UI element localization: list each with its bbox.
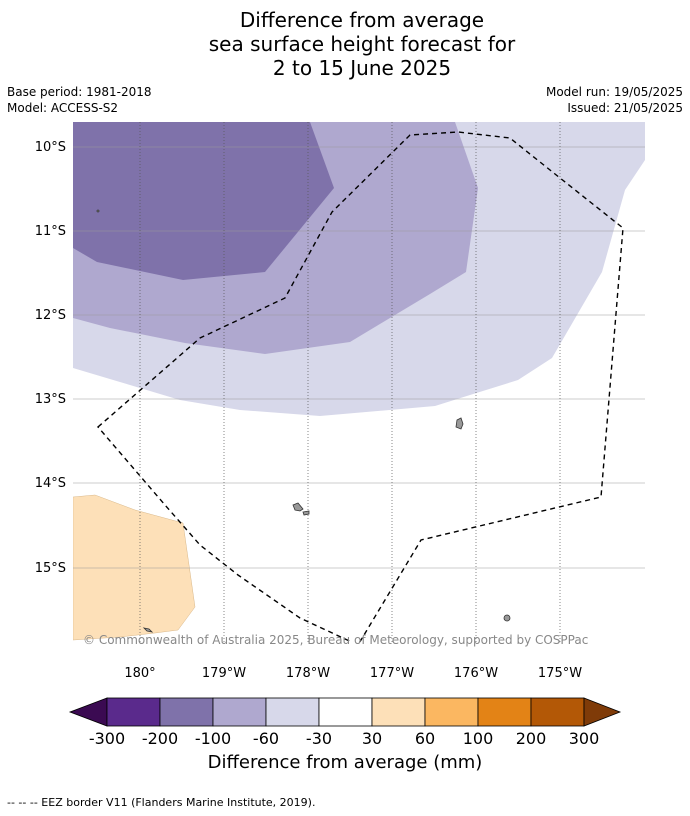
colorbar-swatch: [530, 697, 585, 727]
colorbar-tick: 100: [463, 729, 494, 748]
lon-label: 176°W: [454, 666, 498, 681]
map-title: Difference from average sea surface heig…: [0, 8, 690, 80]
model-name: Model: ACCESS-S2: [7, 101, 119, 115]
meta-left: Base period: 1981-2018 Model: ACCESS-S2: [7, 84, 152, 116]
colorbar-tick: -200: [142, 729, 178, 748]
map-area: [73, 122, 645, 642]
colorbar-tick: 30: [362, 729, 382, 748]
colorbar: [68, 697, 622, 727]
anomaly-region-p30-60: [73, 494, 196, 641]
latitude-gridlines: [73, 146, 645, 569]
lon-label: 179°W: [202, 666, 246, 681]
lat-label: 14°S: [35, 476, 66, 491]
lat-label: 12°S: [35, 308, 66, 323]
issued-date: Issued: 21/05/2025: [567, 101, 683, 115]
colorbar-title: Difference from average (mm): [207, 752, 483, 773]
lat-label: 13°S: [35, 392, 66, 407]
colorbar-swatch: [106, 697, 161, 727]
colorbar-extend-low: [68, 697, 108, 727]
lon-label: 175°W: [538, 666, 582, 681]
island-southwest: [142, 627, 154, 633]
colorbar-tick: -30: [306, 729, 332, 748]
colorbar-tick: -300: [89, 729, 125, 748]
island-alofi: [302, 510, 310, 516]
colorbar-tick: 200: [516, 729, 547, 748]
copyright-notice: © Commonwealth of Australia 2025, Bureau…: [83, 633, 589, 647]
island-small: [96, 209, 100, 213]
colorbar-swatch: [371, 697, 426, 727]
colorbar-swatch: [318, 697, 373, 727]
colorbar-tick: 60: [415, 729, 435, 748]
lat-label: 10°S: [35, 140, 66, 155]
colorbar-tick: -100: [195, 729, 231, 748]
meta-right: Model run: 19/05/2025 Issued: 21/05/2025: [546, 84, 683, 116]
lon-label: 177°W: [370, 666, 414, 681]
island-wallis: [455, 417, 464, 430]
lon-label: 180°: [124, 666, 155, 681]
colorbar-swatch: [265, 697, 320, 727]
colorbar-swatch: [477, 697, 532, 727]
colorbar-extend-high: [583, 697, 622, 727]
anomaly-region-n100-200: [73, 122, 334, 280]
island-south: [503, 614, 511, 622]
lat-label: 15°S: [35, 561, 66, 576]
islands: [96, 209, 511, 633]
colorbar-tick: -60: [253, 729, 279, 748]
colorbar-tick: 300: [569, 729, 600, 748]
lon-label: 178°W: [286, 666, 330, 681]
colorbar-swatch: [212, 697, 267, 727]
eez-footnote: -- -- -- EEZ border V11 (Flanders Marine…: [7, 796, 316, 809]
lat-label: 11°S: [35, 224, 66, 239]
colorbar-tick-labels: -300 -200 -100 -60 -30 30 60 100 200 300: [89, 729, 599, 748]
title-line-3: 2 to 15 June 2025: [272, 56, 452, 80]
eez-border: [97, 131, 624, 642]
title-line-1: Difference from average: [239, 8, 485, 32]
base-period: Base period: 1981-2018: [7, 85, 152, 99]
island-futuna: [292, 502, 304, 512]
colorbar-swatch: [424, 697, 479, 727]
latitude-labels: 10°S 11°S 12°S 13°S 14°S 15°S: [35, 140, 66, 576]
longitude-labels: 180° 179°W 178°W 177°W 176°W 175°W: [124, 666, 582, 681]
model-run: Model run: 19/05/2025: [545, 85, 683, 99]
colorbar-swatch: [159, 697, 214, 727]
title-line-2: sea surface height forecast for: [208, 32, 516, 56]
